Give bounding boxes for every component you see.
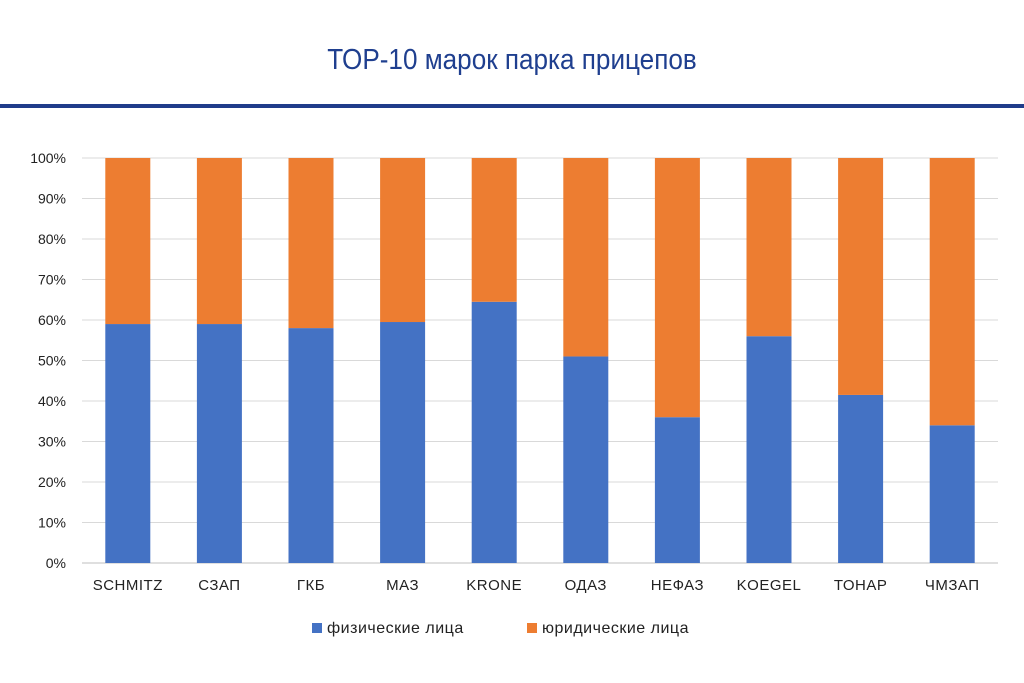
x-category-label: KRONE <box>466 577 522 594</box>
x-category-label: ОДАЗ <box>565 577 607 594</box>
y-tick-label: 30% <box>38 434 66 450</box>
x-category-label: KOEGEL <box>737 577 802 594</box>
bar-segment-legal-entities <box>929 158 975 426</box>
x-axis-labels: SCHMITZ СЗАП ГКБ МАЗ KRONE ОДАЗ НЕФАЗ KOEGEL ТОН… <box>93 577 980 594</box>
bar-segment-individuals <box>288 328 334 563</box>
bar-segment-individuals <box>654 417 700 563</box>
legend-swatch <box>527 623 537 633</box>
bar-segment-legal-entities <box>654 158 700 418</box>
chart-title: ТОР-10 марок парка прицепов <box>327 44 697 76</box>
x-category-label: ЧМЗАП <box>925 577 980 594</box>
y-tick-label: 70% <box>38 272 66 288</box>
bar-segment-legal-entities <box>838 158 884 395</box>
y-tick-label: 40% <box>38 393 66 409</box>
bar-segment-individuals <box>196 324 242 563</box>
legend-swatch <box>312 623 322 633</box>
bar-segment-legal-entities <box>288 158 334 329</box>
bar-segment-legal-entities <box>196 158 242 325</box>
bar-segment-legal-entities <box>105 158 151 325</box>
title-divider <box>0 104 1024 108</box>
legend: физические лица юридические лица <box>312 620 689 637</box>
bar-segment-individuals <box>929 425 975 563</box>
bar-segment-individuals <box>380 322 426 563</box>
y-tick-label: 20% <box>38 474 66 490</box>
bar-segment-legal-entities <box>471 158 517 302</box>
x-category-label: SCHMITZ <box>93 577 163 594</box>
bars <box>105 158 975 563</box>
x-category-label: СЗАП <box>198 577 240 594</box>
x-category-label: ГКБ <box>297 577 325 594</box>
x-category-label: ТОНАР <box>834 577 888 594</box>
bar-segment-individuals <box>838 394 884 563</box>
y-tick-label: 100% <box>30 150 66 166</box>
bar-segment-legal-entities <box>563 158 609 357</box>
x-category-label: МАЗ <box>386 577 419 594</box>
bar-segment-individuals <box>471 301 517 563</box>
y-axis-ticks: 0% 10% 20% 30% 40% 50% 60% 70% 80% 90% 100% <box>30 150 66 571</box>
legend-label: физические лица <box>327 620 464 637</box>
y-tick-label: 50% <box>38 353 66 369</box>
y-tick-label: 60% <box>38 312 66 328</box>
bar-segment-legal-entities <box>746 158 792 337</box>
x-category-label: НЕФАЗ <box>651 577 704 594</box>
y-tick-label: 90% <box>38 191 66 207</box>
bar-segment-individuals <box>746 336 792 563</box>
bar-segment-individuals <box>105 324 151 563</box>
bar-segment-legal-entities <box>380 158 426 323</box>
bar-segment-individuals <box>563 356 609 563</box>
legend-label: юридические лица <box>542 620 689 637</box>
y-tick-label: 10% <box>38 515 66 531</box>
y-tick-label: 80% <box>38 231 66 247</box>
y-tick-label: 0% <box>46 555 66 571</box>
